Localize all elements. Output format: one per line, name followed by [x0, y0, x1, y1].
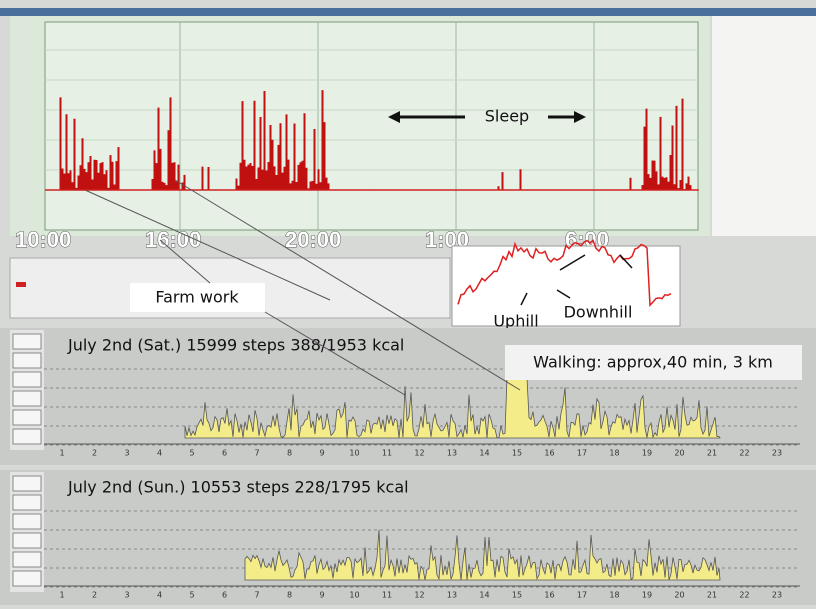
- farm-work-label: Farm work: [155, 288, 239, 307]
- hour-label: 10: [349, 449, 359, 458]
- hour-label: 18: [609, 591, 619, 600]
- hour-label: 9: [319, 591, 324, 600]
- row-label: [13, 353, 41, 368]
- hour-label: 9: [319, 449, 324, 458]
- hour-label: 22: [739, 591, 749, 600]
- hour-label: 2: [92, 449, 97, 458]
- activity-plot: [45, 22, 698, 230]
- hour-label: 1: [59, 591, 64, 600]
- row-label: [13, 552, 41, 567]
- hour-label: 21: [707, 449, 717, 458]
- walking-label: Walking: approx,40 min, 3 km: [533, 353, 773, 372]
- hour-label: 14: [479, 591, 489, 600]
- hour-label: 7: [254, 449, 259, 458]
- hour-label: 7: [254, 591, 259, 600]
- side-panel: [712, 16, 816, 236]
- hour-label: 19: [642, 449, 652, 458]
- hour-label: 11: [382, 591, 392, 600]
- hour-label: 6: [222, 591, 227, 600]
- hour-label: 4: [157, 449, 162, 458]
- hour-label: 14: [479, 449, 489, 458]
- hour-label: 23: [772, 591, 782, 600]
- hour-label: 5: [189, 591, 194, 600]
- hour-label: 22: [739, 449, 749, 458]
- hour-label: 11: [382, 449, 392, 458]
- day-title: July 2nd (Sat.) 15999 steps 388/1953 kca…: [67, 336, 404, 355]
- hour-label: 8: [287, 591, 292, 600]
- hour-label: 6: [222, 449, 227, 458]
- row-label: [13, 533, 41, 548]
- row-label: [13, 372, 41, 387]
- row-label: [13, 410, 41, 425]
- hour-label: 19: [642, 591, 652, 600]
- day-title: July 2nd (Sun.) 10553 steps 228/1795 kca…: [67, 478, 409, 497]
- hour-label: 13: [447, 591, 457, 600]
- row-label: [13, 571, 41, 586]
- row-label: [13, 476, 41, 491]
- hour-label: 17: [577, 449, 587, 458]
- time-label: 10:00: [15, 227, 71, 252]
- hour-label: 12: [414, 591, 424, 600]
- hour-label: 23: [772, 449, 782, 458]
- row-label: [13, 429, 41, 444]
- hour-label: 20: [674, 449, 684, 458]
- hour-label: 10: [349, 591, 359, 600]
- hour-label: 18: [609, 449, 619, 458]
- row-label: [13, 495, 41, 510]
- hour-label: 16: [544, 591, 554, 600]
- row-label: [13, 514, 41, 529]
- time-label: 20:00: [285, 227, 341, 252]
- title-bar: [0, 8, 816, 16]
- hour-label: 13: [447, 449, 457, 458]
- legend-swatch: [16, 282, 26, 287]
- screenshot: Sleep 10:0016:0020:001:006:00 Farm work …: [0, 0, 816, 605]
- hour-label: 17: [577, 591, 587, 600]
- uphill-label: Uphill: [493, 312, 538, 331]
- hour-label: 8: [287, 449, 292, 458]
- hour-label: 5: [189, 449, 194, 458]
- hour-label: 16: [544, 449, 554, 458]
- hour-label: 1: [59, 449, 64, 458]
- row-label: [13, 334, 41, 349]
- downhill-label: Downhill: [564, 303, 633, 322]
- hour-label: 21: [707, 591, 717, 600]
- hour-label: 15: [512, 591, 522, 600]
- hour-label: 4: [157, 591, 162, 600]
- hour-label: 3: [124, 591, 129, 600]
- hour-label: 15: [512, 449, 522, 458]
- sleep-label: Sleep: [485, 107, 529, 126]
- hour-label: 2: [92, 591, 97, 600]
- day-panel: July 2nd (Sun.) 10553 steps 228/1795 kca…: [0, 470, 816, 605]
- hour-label: 3: [124, 449, 129, 458]
- time-label: 16:00: [145, 227, 201, 252]
- hour-label: 20: [674, 591, 684, 600]
- hour-label: 12: [414, 449, 424, 458]
- row-label: [13, 391, 41, 406]
